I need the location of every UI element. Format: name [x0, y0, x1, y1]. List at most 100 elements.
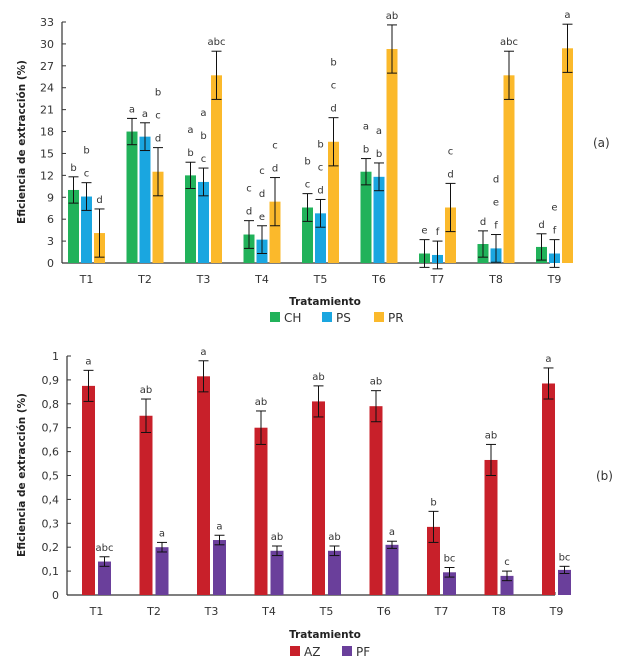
x-axis-label-a: Tratamiento — [289, 296, 361, 308]
significance-letter: a — [376, 126, 382, 137]
y-tick-label: 33 — [40, 16, 54, 29]
legend-label-pf: PF — [356, 645, 370, 659]
significance-letter: c — [246, 184, 252, 195]
significance-letter: ab — [370, 377, 382, 388]
significance-letter: a — [545, 354, 551, 365]
bar-az — [197, 376, 210, 595]
significance-letter: b — [330, 58, 336, 69]
significance-letter: b — [155, 88, 161, 99]
significance-letter: b — [430, 497, 436, 508]
x-tick-label: T2 — [137, 273, 152, 286]
bar-pf — [270, 550, 284, 595]
bars-b — [82, 376, 571, 595]
bar-pr — [211, 75, 222, 263]
significance-letter: e — [259, 212, 265, 223]
y-tick-label: 0,1 — [42, 565, 60, 578]
significance-letter: f — [436, 227, 440, 238]
significance-letter: d — [246, 207, 252, 218]
significance-letter: abc — [96, 543, 114, 554]
x-tick-label: T8 — [488, 273, 503, 286]
significance-letter: c — [259, 166, 265, 177]
significance-letter: ab — [485, 430, 497, 441]
significance-letter: a — [200, 347, 206, 358]
significance-letter: c — [272, 141, 278, 152]
x-tick-label: T5 — [319, 605, 334, 618]
significance-letter: d — [447, 169, 453, 180]
bar-pf — [328, 550, 341, 595]
significance-letter: e — [421, 226, 427, 237]
y-tick-label: 0,6 — [42, 446, 60, 459]
y-tick-label: 0,8 — [42, 398, 60, 411]
bar-az — [542, 383, 555, 595]
significance-letter: b — [376, 149, 382, 160]
significance-letter: d — [272, 164, 278, 175]
y-tick-labels-a: 0 3 6 9 12 15 18 21 24 27 30 33 — [40, 16, 54, 270]
significance-letter: c — [84, 169, 90, 180]
x-axis-label-b: Tratamiento — [289, 629, 361, 641]
y-tick-label: 6 — [47, 213, 54, 226]
legend-swatch-pf — [342, 646, 352, 656]
significance-letter: d — [480, 217, 486, 228]
y-tick-label: 3 — [47, 235, 54, 248]
significance-letter: a — [142, 109, 148, 120]
x-tick-labels-b: T1 T2 T3 T4 T5 T6 T7 T8 T9 — [89, 605, 564, 618]
legend-swatch-az — [290, 646, 300, 656]
y-tick-label: 15 — [40, 147, 54, 160]
legend-swatch-pr — [374, 312, 384, 322]
bar-pf — [98, 561, 111, 595]
bar-pf — [558, 569, 571, 595]
x-tick-label: T3 — [196, 273, 211, 286]
significance-letter: ab — [386, 11, 398, 22]
significance-letter: c — [331, 81, 337, 92]
significance-letter: d — [259, 189, 265, 200]
significance-letter: bc — [444, 554, 456, 565]
bar-pr — [445, 207, 456, 263]
significance-letter: ab — [255, 397, 267, 408]
legend-label-az: AZ — [304, 645, 320, 659]
bar-az — [484, 459, 498, 595]
bar-pr — [269, 201, 281, 263]
significance-letter: a — [187, 125, 193, 136]
legend-swatch-ps — [322, 312, 332, 322]
panel-label-a: (a) — [593, 136, 610, 150]
bar-ch — [185, 175, 196, 263]
bar-ps — [139, 136, 151, 263]
significance-letter: d — [317, 185, 323, 196]
bar-pf — [155, 547, 169, 595]
bar-ch — [302, 207, 313, 263]
bar-pr — [503, 75, 515, 263]
legend-label-ps: PS — [336, 311, 351, 325]
significance-letter: abc — [208, 37, 226, 48]
bar-ps — [198, 181, 209, 263]
significance-letter: c — [305, 180, 311, 191]
y-tick-label: 9 — [47, 191, 54, 204]
bar-ch — [126, 131, 138, 263]
significance-letter: a — [85, 356, 91, 367]
significance-letter: d — [155, 134, 161, 145]
significance-letter: f — [553, 226, 557, 237]
legend-a: CH PS PR — [270, 311, 404, 325]
bar-ps — [315, 213, 326, 263]
bar-az — [312, 401, 325, 595]
significance-letter: c — [448, 146, 454, 157]
y-tick-label: 0,7 — [42, 422, 60, 435]
x-tick-label: T4 — [261, 605, 276, 618]
y-tick-labels-b: 0 0,1 0,2 0,3 0,4 0,5 0,6 0,7 0,8 0,9 1 — [42, 350, 60, 602]
y-tick-label: 12 — [40, 169, 54, 182]
x-tick-label: T2 — [146, 605, 161, 618]
legend-swatch-ch — [270, 312, 280, 322]
bar-ps — [81, 196, 92, 263]
y-tick-label: 0,9 — [42, 374, 60, 387]
x-tick-label: T8 — [491, 605, 506, 618]
bar-ch — [68, 189, 79, 263]
x-tick-label: T9 — [547, 273, 562, 286]
x-tick-label: T7 — [430, 273, 445, 286]
x-tick-label: T3 — [204, 605, 219, 618]
bar-az — [139, 415, 153, 595]
bar-az — [427, 526, 440, 595]
y-tick-label: 18 — [40, 126, 54, 139]
bar-az — [254, 427, 268, 595]
bar-pr — [386, 49, 398, 264]
significance-letter: b — [363, 145, 369, 156]
